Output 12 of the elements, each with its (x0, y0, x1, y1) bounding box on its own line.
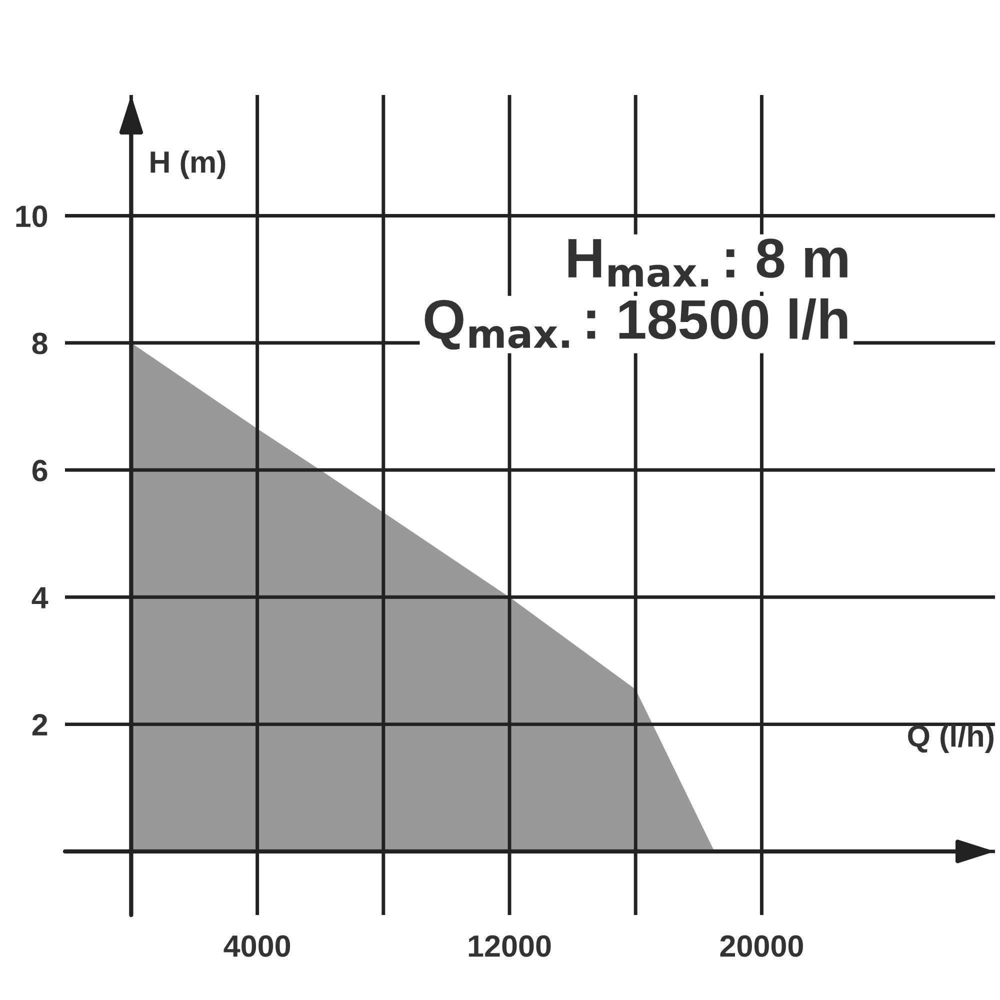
y-tick-label: 2 (32, 714, 48, 736)
y-tick-label: 10 (16, 206, 48, 228)
y-tick-label: 4 (32, 587, 48, 608)
y-tick-label: 8 (32, 332, 48, 354)
annotation: H$_{max.}$: 8 m (568, 238, 848, 288)
x-tick-label: 20000 (720, 935, 803, 957)
x-tick-label: 4000 (224, 935, 290, 957)
y-tick-label: 6 (32, 460, 48, 482)
annotation: Q$_{max.}$: 18500 l/h (424, 298, 848, 350)
y-axis-title: H (m) (150, 150, 226, 179)
x-tick-label: 12000 (468, 935, 551, 957)
x-axis-title: Q (l/h) (908, 724, 994, 753)
